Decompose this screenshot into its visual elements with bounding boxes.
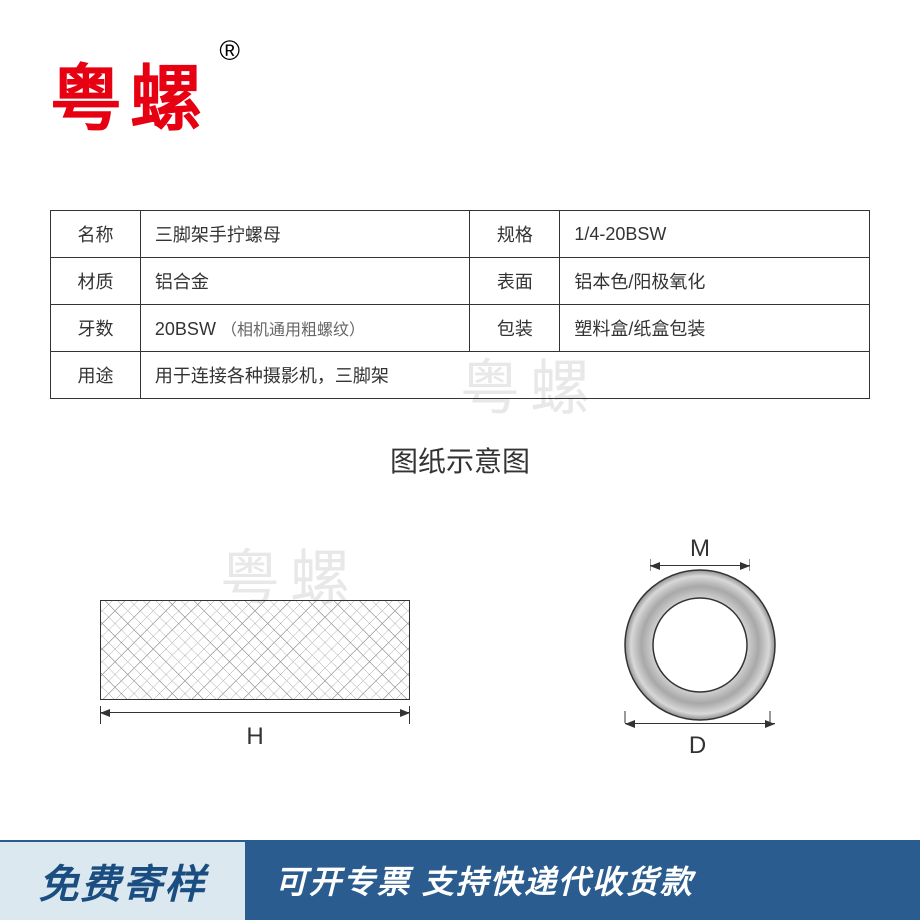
thread-value: 20BSW (155, 319, 216, 339)
cell-value: 20BSW （相机通用粗螺纹） (140, 305, 470, 352)
brand-logo: 粤螺 ® (50, 40, 210, 145)
cell-value: 用于连接各种摄影机，三脚架 (140, 352, 869, 399)
cell-label: 包装 (470, 305, 560, 352)
table-row: 名称 三脚架手拧螺母 规格 1/4-20BSW (51, 211, 870, 258)
cell-label: 牙数 (51, 305, 141, 352)
thread-note: （相机通用粗螺纹） (221, 322, 365, 339)
cell-label: 名称 (51, 211, 141, 258)
cell-value: 铝本色/阳极氧化 (560, 258, 870, 305)
registered-mark: ® (219, 35, 240, 67)
cell-label: 表面 (470, 258, 560, 305)
cell-label: 用途 (51, 352, 141, 399)
footer-right: 可开专票 支持快递代收货款 (245, 840, 920, 920)
side-view: H (100, 600, 410, 700)
cell-label: 材质 (51, 258, 141, 305)
cell-value: 1/4-20BSW (560, 211, 870, 258)
footer-right-text: 可开专票 支持快递代收货款 (275, 857, 694, 903)
table-row: 牙数 20BSW （相机通用粗螺纹） 包装 塑料盒/纸盒包装 (51, 305, 870, 352)
diagram-area: H M (0, 560, 920, 810)
cell-value: 铝合金 (140, 258, 470, 305)
table-row: 材质 铝合金 表面 铝本色/阳极氧化 (51, 258, 870, 305)
ring-icon (620, 565, 780, 725)
dim-label-d: D (620, 732, 775, 760)
brand-text: 粤螺 (50, 40, 210, 145)
dimension-d: D (620, 723, 775, 760)
dimension-h: H (100, 712, 410, 751)
dimension-m: M (650, 535, 750, 566)
footer-left: 免费寄样 (0, 840, 245, 920)
diagram-title: 图纸示意图 (0, 440, 920, 480)
knurl-rect (100, 600, 410, 700)
footer-left-text: 免费寄样 (39, 852, 207, 910)
spec-table: 名称 三脚架手拧螺母 规格 1/4-20BSW 材质 铝合金 表面 铝本色/阳极… (50, 210, 870, 399)
footer-banner: 免费寄样 可开专票 支持快递代收货款 (0, 840, 920, 920)
cell-label: 规格 (470, 211, 560, 258)
end-view: M (620, 565, 780, 725)
table-row: 用途 用于连接各种摄影机，三脚架 (51, 352, 870, 399)
dim-label-h: H (100, 723, 410, 751)
cell-value: 三脚架手拧螺母 (140, 211, 470, 258)
cell-value: 塑料盒/纸盒包装 (560, 305, 870, 352)
